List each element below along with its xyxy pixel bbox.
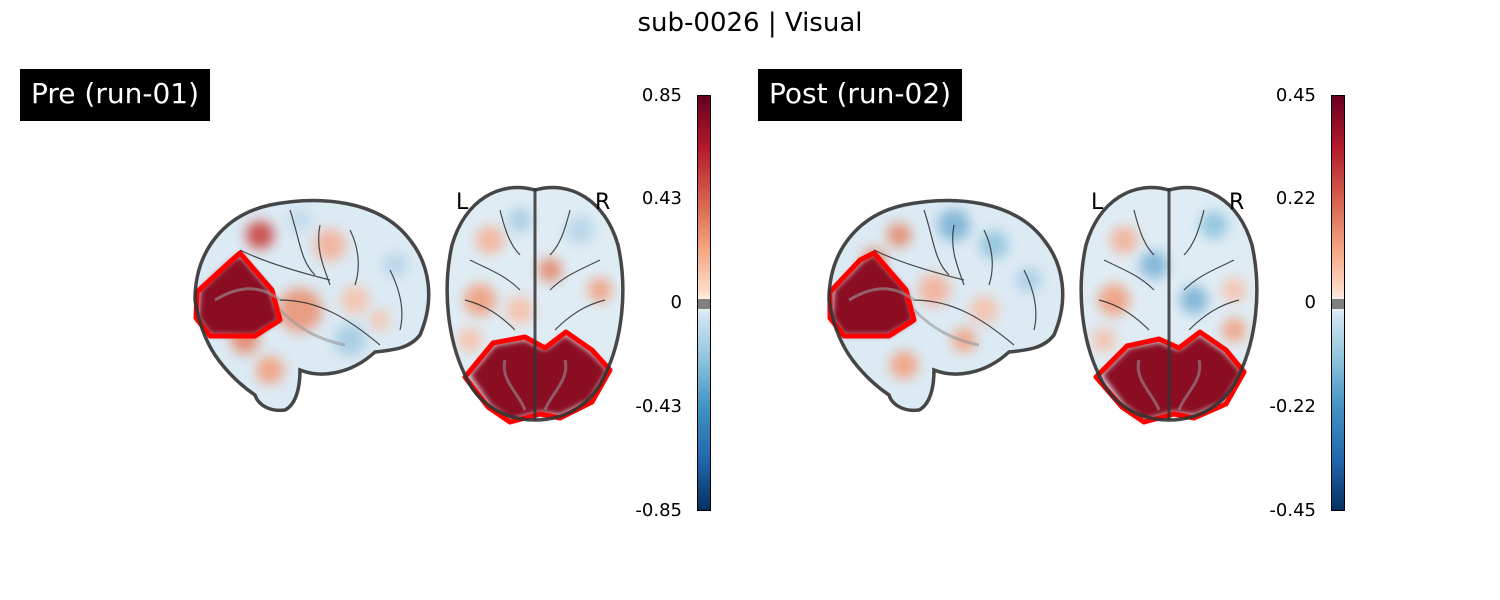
post-tick-min: -0.45 [1269,500,1316,521]
pre-sagittal-view [193,198,431,413]
post-tick-upper: 0.22 [1275,188,1316,209]
post-axial-view [1079,185,1259,425]
post-tick-zero: 0 [1304,292,1316,313]
pre-colorbar [697,95,711,511]
pre-axial-view [445,185,625,425]
post-right-label: R [1229,190,1245,215]
pre-left-label: L [456,190,469,215]
post-sagittal-view [827,198,1065,413]
panel-label-post: Post (run-02) [758,69,963,121]
post-left-label: L [1091,190,1104,215]
panel-label-pre: Pre (run-01) [20,69,210,121]
pre-colorbar-threshold [698,299,710,309]
figure-title: sub-0026 | Visual [637,8,863,38]
pre-tick-lower: -0.43 [635,396,682,417]
post-colorbar-threshold [1332,299,1344,309]
post-colorbar [1331,95,1345,511]
pre-tick-upper: 0.43 [641,188,682,209]
pre-right-label: R [595,190,611,215]
pre-tick-max: 0.85 [641,85,682,106]
pre-tick-min: -0.85 [635,500,682,521]
post-tick-lower: -0.22 [1269,396,1316,417]
post-tick-max: 0.45 [1275,85,1316,106]
pre-tick-zero: 0 [670,292,682,313]
